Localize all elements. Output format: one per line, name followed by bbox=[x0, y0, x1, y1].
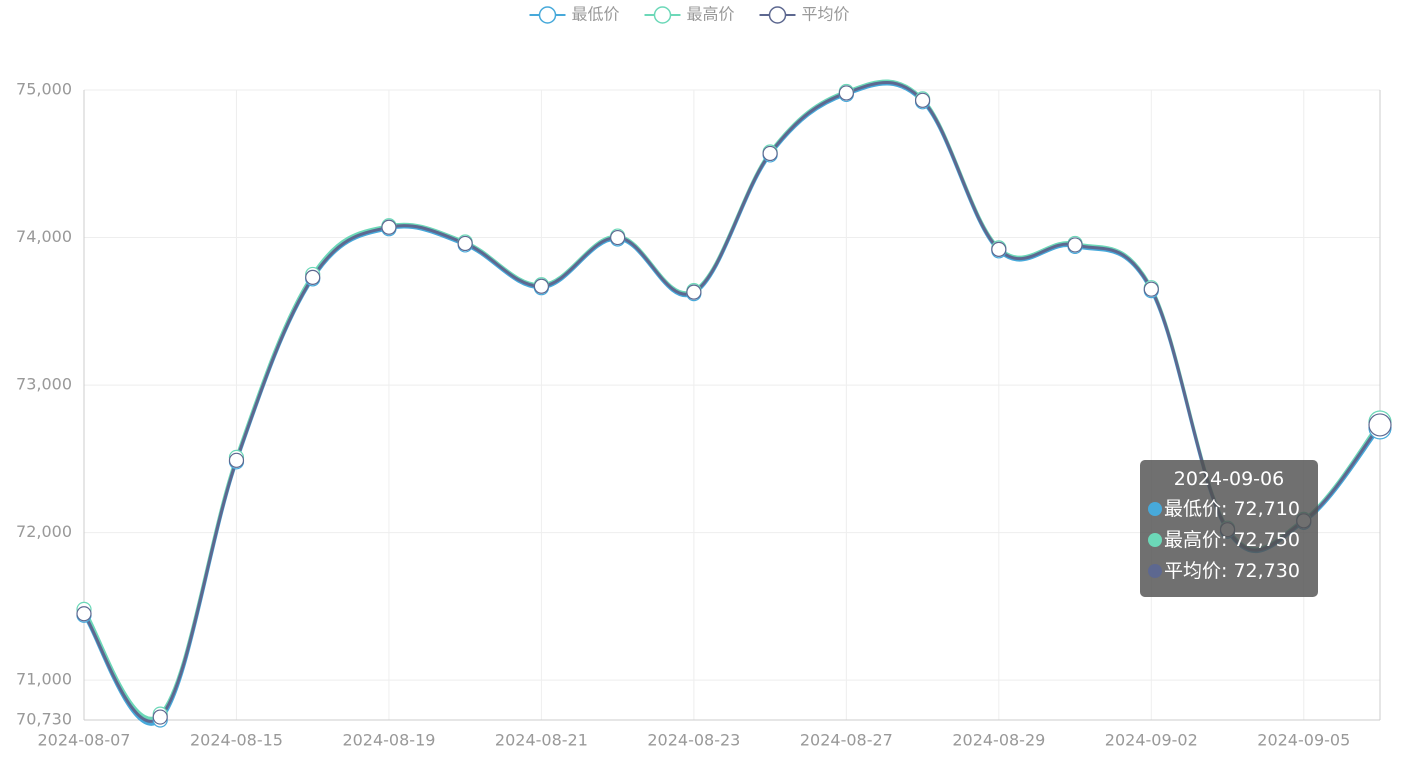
x-tick-label: 2024-08-21 bbox=[495, 731, 588, 750]
legend-marker bbox=[768, 6, 787, 24]
x-tick-label: 2024-09-05 bbox=[1257, 731, 1350, 750]
legend-label: 最高价 bbox=[687, 5, 735, 24]
tooltip: 2024-09-06最低价72,710最高价72,750平均价72,730 bbox=[1140, 460, 1318, 597]
y-tick-label: 73,000 bbox=[16, 375, 72, 394]
x-tick-label: 2024-08-19 bbox=[342, 731, 435, 750]
legend-marker bbox=[538, 6, 557, 24]
point bbox=[305, 269, 321, 285]
y-tick-label: 72,000 bbox=[16, 522, 72, 541]
y-tick-label: 71,000 bbox=[16, 670, 72, 689]
point bbox=[1067, 237, 1083, 253]
legend-label: 最低价 bbox=[572, 5, 620, 24]
point bbox=[1368, 413, 1392, 437]
point bbox=[152, 709, 168, 725]
tooltip-dot bbox=[1148, 533, 1162, 547]
point bbox=[381, 219, 397, 235]
point bbox=[457, 235, 473, 252]
tooltip-name: 最高价 bbox=[1164, 529, 1233, 551]
x-tick-label: 2024-08-23 bbox=[647, 731, 740, 750]
point bbox=[838, 85, 854, 101]
point bbox=[1143, 281, 1159, 297]
x-tick-label: 2024-08-29 bbox=[952, 731, 1045, 750]
tooltip-value: 72,730 bbox=[1233, 560, 1300, 582]
point bbox=[76, 606, 92, 622]
x-tick-label: 2024-09-02 bbox=[1105, 731, 1198, 750]
tooltip-value: 72,750 bbox=[1233, 529, 1300, 551]
point bbox=[914, 92, 931, 108]
tooltip-value: 72,710 bbox=[1233, 498, 1300, 520]
legend-marker bbox=[653, 6, 672, 24]
point bbox=[228, 452, 245, 468]
tooltip-dot bbox=[1148, 564, 1162, 578]
tooltip-title: 2024-09-06 bbox=[1173, 468, 1285, 490]
series-line bbox=[82, 80, 1382, 723]
point bbox=[610, 229, 626, 246]
point bbox=[533, 278, 550, 294]
legend-label: 平均价 bbox=[802, 5, 850, 24]
y-tick-label: 74,000 bbox=[16, 227, 72, 246]
y-tick-label: 70,730 bbox=[16, 710, 72, 729]
point bbox=[686, 284, 702, 300]
tooltip-dot bbox=[1148, 502, 1162, 516]
tooltip-row: 最高价72,750 bbox=[1140, 525, 1318, 556]
x-tick-label: 2024-08-07 bbox=[38, 731, 131, 750]
y-tick-label: 75,000 bbox=[16, 80, 72, 99]
point bbox=[762, 145, 778, 162]
series-line bbox=[82, 82, 1382, 726]
x-tick-label: 2024-08-15 bbox=[190, 731, 283, 750]
point bbox=[991, 241, 1007, 257]
tooltip-name: 平均价 bbox=[1164, 560, 1233, 582]
tooltip-row: 平均价72,730 bbox=[1140, 556, 1318, 587]
tooltip-name: 最低价 bbox=[1164, 498, 1233, 520]
x-tick-label: 2024-08-27 bbox=[800, 731, 893, 750]
tooltip-row: 最低价72,710 bbox=[1140, 494, 1318, 525]
